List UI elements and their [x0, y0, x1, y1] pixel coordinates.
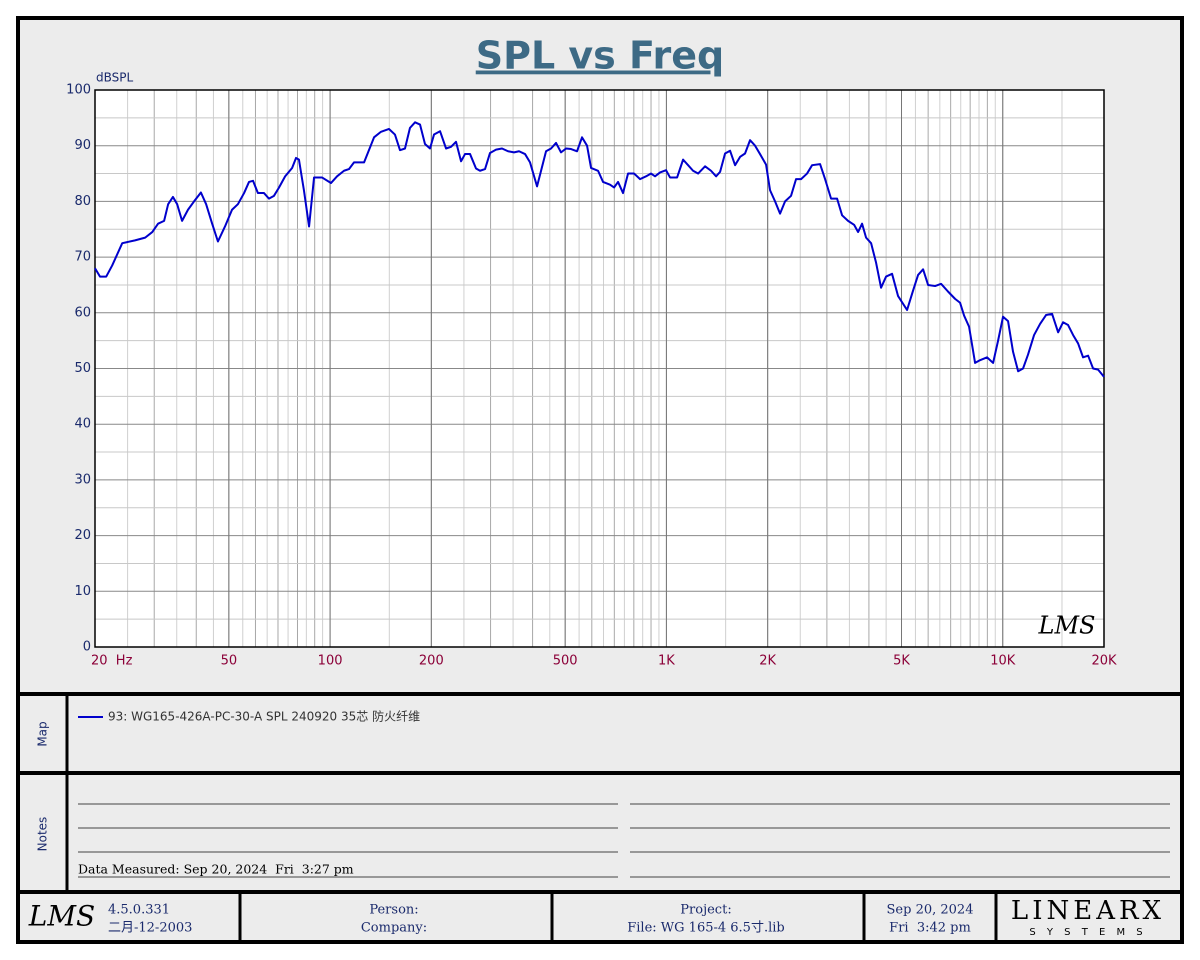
y-tick-label: 10 [74, 584, 91, 599]
time: Fri 3:42 pm [889, 921, 971, 936]
y-tick-label: 0 [83, 640, 91, 655]
y-tick-label: 30 [74, 472, 91, 487]
brand-sub: S Y S T E M S [1029, 927, 1146, 938]
x-tick-label: 20 Hz [91, 654, 133, 669]
x-tick-label: 50 [221, 654, 238, 669]
build-date: 二月-12-2003 [108, 921, 192, 936]
x-tick-label: 5K [893, 654, 910, 669]
data-line [94, 121, 1105, 378]
legend-label: 93: WG165-426A-PC-30-A SPL 240920 35芯 防火… [108, 709, 420, 724]
x-tick-label: 10K [990, 654, 1016, 669]
x-tick-label: 500 [553, 654, 578, 669]
x-tick-label: 200 [419, 654, 444, 669]
x-tick-label: 2K [759, 654, 776, 669]
date: Sep 20, 2024 [887, 903, 974, 918]
version: 4.5.0.331 [108, 903, 170, 918]
y-tick-label: 80 [74, 194, 91, 209]
x-tick-label: 100 [318, 654, 343, 669]
y-tick-label: 20 [74, 528, 91, 543]
y-tick-label: 90 [74, 138, 91, 153]
project: Project: [680, 903, 731, 918]
map-title: Map [36, 721, 50, 746]
x-tick-label: 1K [658, 654, 675, 669]
footer-logo: LMS [28, 900, 95, 933]
y-axis-label: dBSPL [96, 71, 133, 85]
y-tick-label: 50 [74, 361, 91, 376]
person: Person: [369, 903, 418, 918]
y-tick-label: 60 [74, 305, 91, 320]
chart-title: SPL vs Freq [476, 34, 725, 78]
y-tick-label: 40 [74, 417, 91, 432]
footer-dividers [238, 892, 998, 942]
plot-border [94, 89, 1105, 648]
file: File: WG 165-4 6.5寸.lib [627, 921, 784, 936]
watermark: LMS [1038, 612, 1096, 640]
notes-title: Notes [36, 817, 50, 852]
y-tick-label: 100 [66, 83, 91, 98]
note-lines [78, 803, 1170, 878]
x-tick-label: 20K [1091, 654, 1117, 669]
brand: LINEARX [1011, 896, 1165, 926]
y-tick-label: 70 [74, 250, 91, 265]
company: Company: [361, 921, 427, 936]
data-measured: Data Measured: Sep 20, 2024 Fri 3:27 pm [78, 862, 354, 877]
